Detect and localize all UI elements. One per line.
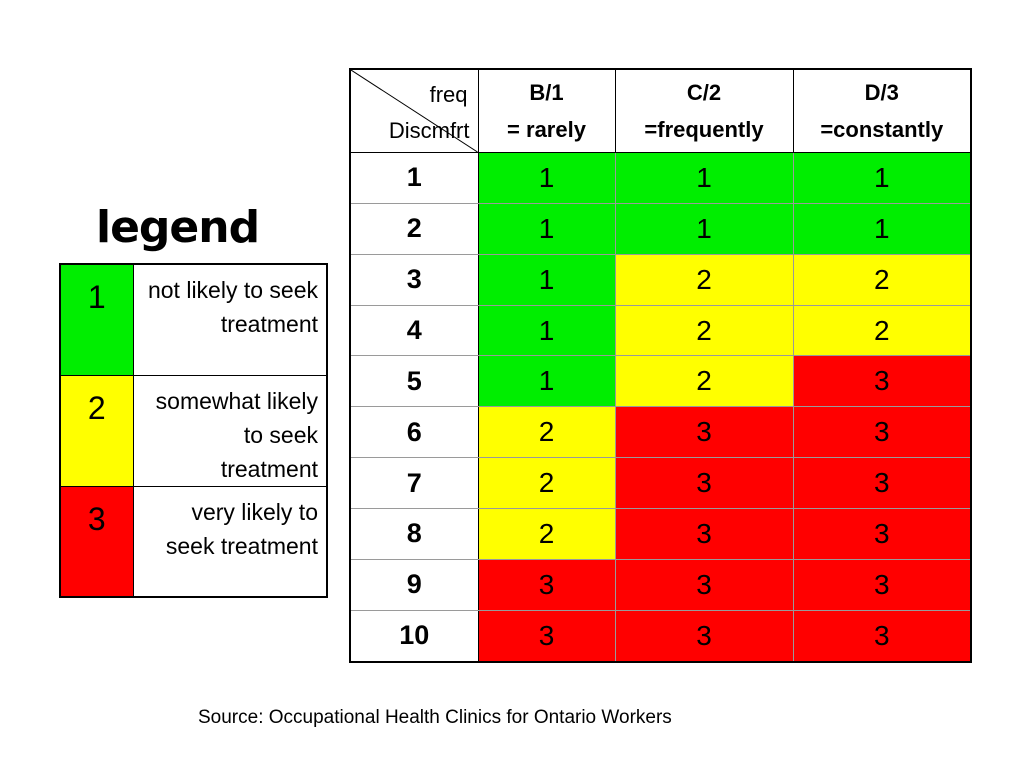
matrix-cell: 3 [792,355,972,408]
matrix-cell: 3 [792,508,972,560]
matrix-cell: 3 [614,609,794,663]
table-row: 10 3 3 3 [349,609,972,663]
row-header: 6 [349,406,479,459]
matrix-cell: 1 [477,253,616,306]
matrix-cell: 1 [614,152,794,204]
column-header: C/2 =frequently [614,68,794,153]
column-header-text: =constantly [820,117,944,142]
column-header-text: =frequently [644,117,764,142]
header-row: freq Discmfrt B/1 = rarely C/2 =frequently… [349,68,972,153]
matrix-cell: 3 [614,406,794,459]
corner-freq-label: freq [429,82,468,107]
matrix-cell: 3 [614,508,794,560]
diagonal-line [351,70,478,152]
column-header: B/1 = rarely [477,68,616,153]
row-header: 4 [349,304,479,357]
legend-row: 1 not likely to seek treatment [59,263,328,376]
legend-row: 2 somewhat likely to seek treatment [59,374,328,487]
matrix-cell: 1 [792,202,972,255]
column-header-text: = rarely [507,117,586,142]
row-header: 8 [349,508,479,560]
source-note: Source: Occupational Health Clinics for … [198,707,672,728]
matrix-cell: 1 [477,202,616,255]
row-header: 9 [349,558,479,611]
column-header-code: C/2 [686,80,722,105]
row-header: 2 [349,202,479,255]
row-header: 3 [349,253,479,306]
row-header: 1 [349,152,479,204]
corner-cell: freq Discmfrt [349,68,479,153]
legend-title: legend [96,202,260,253]
legend-description: somewhat likely to seek treatment [132,374,328,487]
matrix-cell: 2 [614,253,794,306]
legend-row: 3 very likely to seek treatment [59,485,328,598]
matrix-cell: 1 [792,152,972,204]
matrix-cell: 1 [614,202,794,255]
matrix-cell: 2 [477,457,616,510]
matrix-cell: 2 [614,304,794,357]
matrix-cell: 1 [477,304,616,357]
corner-discomfort-label: Discmfrt [388,118,470,143]
matrix-cell: 3 [792,457,972,510]
matrix-cell: 2 [477,406,616,459]
matrix-cell: 2 [614,355,794,408]
legend-table: 1 not likely to seek treatment 2 somewha… [59,263,328,598]
legend-description: very likely to seek treatment [132,485,328,598]
matrix-cell: 3 [477,558,616,611]
matrix-cell: 1 [477,152,616,204]
matrix-cell: 2 [792,253,972,306]
matrix-cell: 3 [792,406,972,459]
matrix-cell: 2 [792,304,972,357]
matrix-cell: 1 [477,355,616,408]
risk-matrix: freq Discmfrt B/1 = rarely C/2 =frequently… [349,68,972,663]
matrix-cell: 3 [477,609,616,663]
column-header: D/3 =constantly [792,68,972,153]
legend-value: 2 [59,374,134,487]
legend-value: 1 [59,263,134,376]
matrix-cell: 2 [477,508,616,560]
row-header: 10 [349,609,479,663]
legend-description: not likely to seek treatment [132,263,328,376]
matrix-cell: 3 [614,558,794,611]
legend-value: 3 [59,485,134,598]
matrix-cell: 3 [792,609,972,663]
column-header-code: B/1 [529,80,564,105]
matrix-cell: 3 [614,457,794,510]
column-header-code: D/3 [864,80,899,105]
matrix-cell: 3 [792,558,972,611]
row-header: 7 [349,457,479,510]
row-header: 5 [349,355,479,408]
